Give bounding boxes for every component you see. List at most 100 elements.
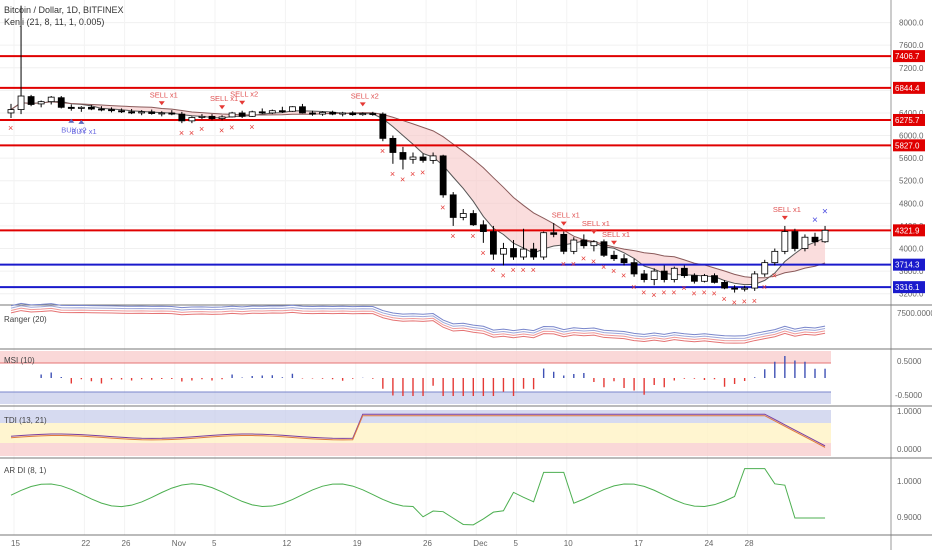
x-marker: × xyxy=(812,215,818,226)
candle xyxy=(399,146,407,170)
sell-arrow-icon xyxy=(219,105,226,110)
x-marker: × xyxy=(219,125,224,135)
sell-signal-label: SELL x2 xyxy=(351,91,379,100)
sell-signal-label: SELL x1 xyxy=(552,211,580,220)
msi-lower-band xyxy=(0,392,831,404)
candle-body xyxy=(731,287,738,290)
candle-body xyxy=(781,231,789,252)
candle-body xyxy=(198,115,206,118)
candle xyxy=(77,106,85,112)
price-level-label: 4321.9 xyxy=(895,226,920,235)
x-marker: × xyxy=(8,123,13,133)
candle xyxy=(520,228,527,260)
buy-signal-label: BUY x2 xyxy=(61,126,86,135)
candle-body xyxy=(7,109,15,114)
candle-body xyxy=(268,110,276,114)
candle-body xyxy=(228,112,236,118)
candle-body xyxy=(208,115,216,120)
candle-body xyxy=(600,241,608,256)
sell-signal-label: SELL x1 xyxy=(602,230,630,239)
x-marker: × xyxy=(732,298,737,308)
x-marker: × xyxy=(179,128,184,138)
x-marker: × xyxy=(440,203,445,213)
kenji-cloud xyxy=(11,101,826,285)
candle xyxy=(118,108,125,113)
buy-signal-label: BUY x1 xyxy=(71,127,96,136)
x-marker: × xyxy=(691,289,696,299)
x-tick-label: 26 xyxy=(122,539,131,548)
candle-body xyxy=(77,106,85,109)
x-marker: × xyxy=(229,122,234,132)
sell-arrow-icon xyxy=(359,102,366,107)
candle-body xyxy=(319,111,326,115)
candle xyxy=(479,220,487,243)
candle xyxy=(238,110,246,119)
candle xyxy=(500,242,507,266)
candle xyxy=(550,223,558,238)
tdi-mid-band xyxy=(0,423,831,443)
candle-body xyxy=(650,270,658,280)
candle-body xyxy=(17,95,25,110)
candle-body xyxy=(299,106,306,114)
candle-body xyxy=(680,267,688,277)
x-tick-label: 5 xyxy=(212,539,217,548)
x-marker: × xyxy=(450,231,455,241)
candle-body xyxy=(218,116,226,120)
candle-body xyxy=(540,232,548,258)
price-level-tag xyxy=(893,224,925,237)
pane-y-tick: -0.5000 xyxy=(895,391,923,400)
price-level-label: 7406.7 xyxy=(895,52,920,61)
candle xyxy=(650,268,658,286)
markers: × × × × × × × × × × × × × × × × × × × × × × × × × × × × × × × × × × × × × × × ×… xyxy=(8,122,828,308)
candle xyxy=(389,135,397,164)
candle-body xyxy=(660,270,668,280)
candle-body xyxy=(47,96,55,103)
x-marker: × xyxy=(651,290,656,300)
tdi-signal-line xyxy=(10,415,826,448)
sell-signal-label: SELL x1 xyxy=(150,90,178,99)
candle-body xyxy=(439,155,447,196)
tdi-upper-band xyxy=(0,410,831,423)
candle-body xyxy=(67,106,75,109)
candle-body xyxy=(489,231,497,255)
candle-body xyxy=(711,275,718,283)
x-tick-label: 10 xyxy=(564,539,573,548)
x-marker: × xyxy=(671,287,676,297)
candle xyxy=(489,225,497,260)
candle xyxy=(198,114,206,120)
candle-body xyxy=(278,110,286,113)
price-level-label: 3714.3 xyxy=(895,261,920,270)
candle xyxy=(691,273,698,284)
candle xyxy=(369,111,377,116)
kenji-slow-line xyxy=(10,101,826,279)
candle-body xyxy=(801,236,809,249)
candle xyxy=(208,114,216,121)
price-level-tag xyxy=(893,281,925,294)
candle xyxy=(178,111,186,124)
candle xyxy=(67,104,75,111)
candle xyxy=(610,250,618,261)
y-tick-label: 3600.0 xyxy=(899,267,924,276)
sell-signal-label: SELL x2 xyxy=(230,90,258,99)
x-tick-label: 24 xyxy=(704,539,713,548)
candle xyxy=(811,232,819,246)
buy-arrow-icon xyxy=(78,119,85,124)
x-marker: × xyxy=(611,266,616,276)
candle-body xyxy=(620,258,628,264)
ardi-line xyxy=(10,468,826,526)
x-marker: × xyxy=(500,270,505,280)
candle-body xyxy=(701,275,708,282)
y-tick-label: 6000.0 xyxy=(899,132,924,141)
candle xyxy=(620,254,628,266)
candle xyxy=(469,210,477,226)
candle xyxy=(761,259,769,277)
x-tick-label: Nov xyxy=(172,539,186,548)
candle xyxy=(630,258,638,277)
candle xyxy=(17,5,25,115)
ranger-line xyxy=(10,307,826,342)
x-marker: × xyxy=(400,174,405,184)
candle-body xyxy=(510,248,517,258)
x-marker: × xyxy=(410,169,415,179)
